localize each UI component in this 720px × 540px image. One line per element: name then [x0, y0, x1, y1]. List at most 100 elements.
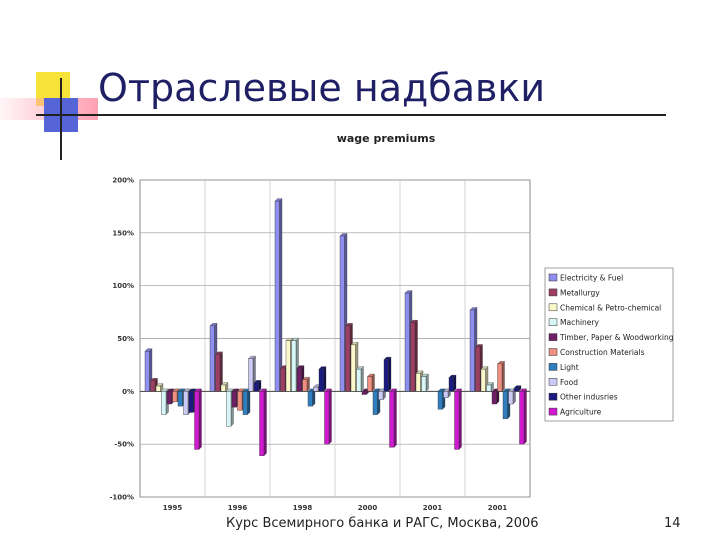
x-tick-label: 1998: [293, 504, 313, 512]
bar-face: [237, 391, 243, 411]
legend-swatch: [548, 378, 558, 386]
bar: [502, 388, 511, 420]
bar-face: [259, 391, 265, 456]
bar-face: [242, 391, 248, 415]
legend-swatch: [548, 288, 558, 297]
y-tick-label: -50%: [114, 441, 134, 449]
bar-side: [198, 388, 202, 450]
y-tick-label: 150%: [112, 229, 134, 237]
legend-swatch: [548, 303, 558, 312]
bar-face: [491, 391, 497, 405]
x-tick-label: 1995: [163, 504, 183, 512]
bar-face: [274, 200, 280, 392]
bar-face: [302, 379, 308, 392]
bar-face: [448, 377, 454, 392]
bar-face: [486, 384, 492, 392]
bar: [383, 356, 392, 392]
bar-side: [279, 198, 283, 392]
legend-box: [544, 267, 674, 422]
bar: [367, 373, 375, 392]
bar: [356, 366, 364, 392]
bar: [448, 374, 457, 392]
bar: [194, 388, 202, 450]
bar-face: [443, 391, 449, 398]
bar-side: [425, 373, 429, 392]
bar: [318, 366, 327, 392]
bar-face: [285, 340, 291, 392]
bar-face: [410, 322, 416, 392]
bar-face: [497, 363, 503, 392]
bar-face: [253, 382, 259, 392]
bar-face: [356, 368, 362, 392]
bar-face: [421, 376, 427, 392]
bar-face: [508, 391, 514, 405]
bar-side: [393, 388, 397, 448]
legend-label: Light: [560, 363, 579, 372]
slide-footer: Курс Всемирного банка и РАГС, Москва, 20…: [226, 516, 539, 531]
bar: [497, 360, 505, 392]
bar-face: [502, 391, 508, 420]
bar: [508, 388, 516, 405]
bar-face: [220, 384, 226, 392]
bar-face: [215, 354, 221, 392]
bar-face: [378, 391, 384, 400]
legend-label: Other indusries: [560, 393, 618, 402]
bar-face: [188, 391, 194, 413]
bar-face: [194, 391, 200, 450]
accent-horizontal-line: [36, 114, 666, 116]
accent-vertical-line: [60, 78, 62, 160]
bar-face: [389, 391, 395, 448]
legend-label: Timber, Paper & Woodworking: [559, 333, 674, 342]
bar-face: [475, 346, 481, 392]
bar-face: [415, 373, 421, 392]
legend-label: Food: [560, 378, 578, 387]
x-tick-label: 2000: [358, 504, 378, 512]
bar: [324, 388, 332, 445]
bar: [389, 388, 397, 448]
bar-face: [161, 391, 167, 415]
bar-face: [454, 391, 460, 450]
bar: [486, 382, 494, 392]
legend-label: Metallurgy: [560, 288, 600, 297]
bar-face: [404, 292, 410, 392]
legend-swatch: [548, 392, 558, 401]
slide-title: Отраслевые надбавки: [98, 66, 546, 110]
bar-face: [172, 391, 178, 403]
bar-face: [480, 368, 486, 392]
bar-side: [371, 373, 375, 392]
bar: [220, 382, 229, 392]
x-tick-label: 1996: [228, 504, 248, 512]
y-tick-label: 50%: [117, 335, 134, 343]
bar-face: [361, 391, 367, 395]
legend-label: Electricity & Fuel: [560, 274, 623, 283]
bar-face: [318, 368, 324, 392]
bar-face: [469, 309, 475, 392]
y-tick-label: 0%: [122, 388, 134, 396]
bar-face: [183, 391, 189, 415]
bar-face: [519, 391, 525, 445]
legend-label: Machinery: [560, 318, 599, 327]
bar-face: [372, 391, 378, 415]
bar-side: [360, 366, 364, 392]
page-number: 14: [664, 516, 681, 531]
bar-face: [339, 235, 345, 392]
bar-face: [226, 391, 232, 427]
bar-face: [350, 344, 356, 392]
bar-face: [166, 391, 172, 405]
bar-face: [345, 325, 351, 392]
bar-face: [307, 391, 313, 407]
legend-label: Agriculture: [560, 408, 602, 417]
bar-face: [291, 340, 297, 392]
legend-swatch: [548, 363, 558, 371]
bar: [302, 376, 310, 392]
legend-swatch: [548, 407, 558, 416]
legend-label: Chemical & Petro-chemical: [560, 303, 661, 312]
bar-side: [523, 388, 527, 445]
bar-side: [501, 360, 505, 392]
chart-title: wage premiums: [337, 132, 436, 145]
legend-swatch: [548, 333, 558, 341]
bar-side: [453, 374, 457, 392]
legend-swatch: [548, 273, 558, 282]
y-tick-label: 100%: [112, 282, 134, 290]
bar-side: [328, 388, 332, 445]
